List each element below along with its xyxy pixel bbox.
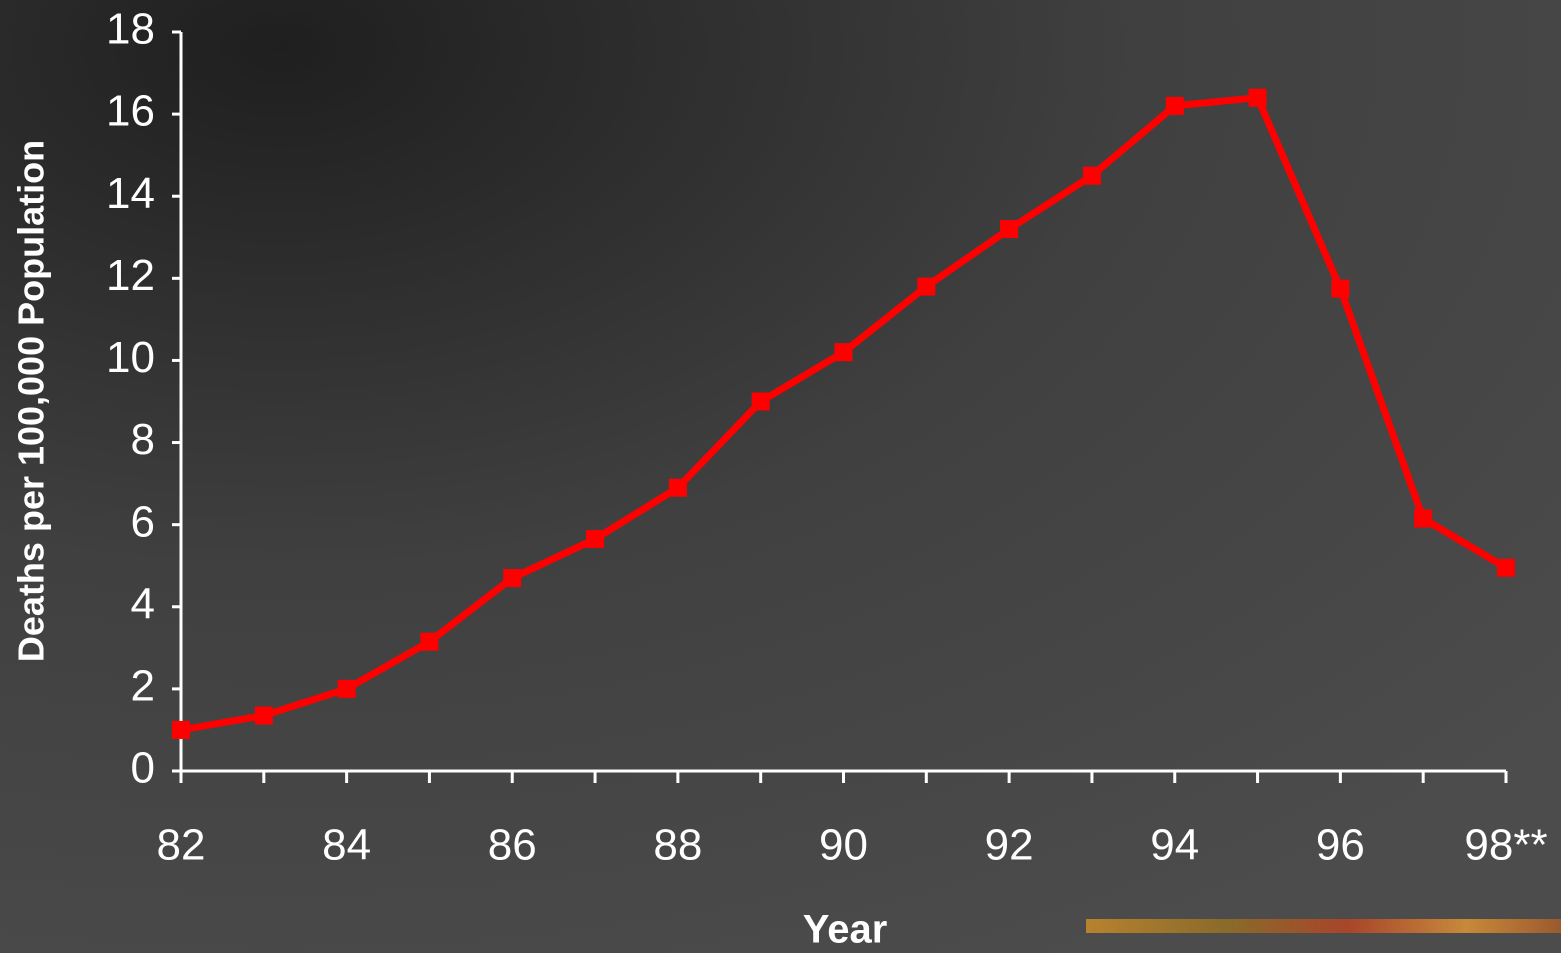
data-point [503,569,522,588]
data-point [1248,88,1267,107]
x-tick-label: 96 [1316,821,1365,870]
x-tick-label: 94 [1150,821,1199,870]
x-tick-label: 88 [653,821,702,870]
data-point [668,478,687,497]
y-tick-label: 2 [131,662,155,711]
data-point [420,632,439,651]
y-tick-label: 6 [131,497,155,546]
x-tick-label: 92 [985,821,1034,870]
data-point [751,392,770,411]
y-tick-label: 14 [106,169,155,218]
data-point [254,706,273,725]
data-point [337,679,356,698]
data-point [834,343,853,362]
y-tick-label: 10 [106,333,155,382]
data-point [1165,96,1184,115]
y-tick-label: 8 [131,415,155,464]
y-tick-label: 0 [131,744,155,793]
data-point [1414,509,1433,528]
y-tick-label: 4 [131,579,155,628]
y-tick-label: 16 [106,87,155,136]
decorative-strip [1086,919,1561,933]
data-point [586,530,605,549]
x-tick-label: 98** [1464,821,1547,870]
x-tick-label: 82 [157,821,206,870]
data-point [1082,166,1101,185]
data-point [1000,220,1019,239]
data-point [1497,558,1515,577]
x-tick-label: 86 [488,821,537,870]
data-point [172,720,190,739]
x-tick-label: 84 [322,821,371,870]
y-tick-label: 12 [106,251,155,300]
data-point [917,277,936,296]
y-axis-label: Deaths per 100,000 Population [11,140,52,662]
x-axis-label: Year [803,908,888,952]
y-tick-label: 18 [106,5,155,54]
data-point [1331,279,1350,298]
x-tick-label: 90 [819,821,868,870]
